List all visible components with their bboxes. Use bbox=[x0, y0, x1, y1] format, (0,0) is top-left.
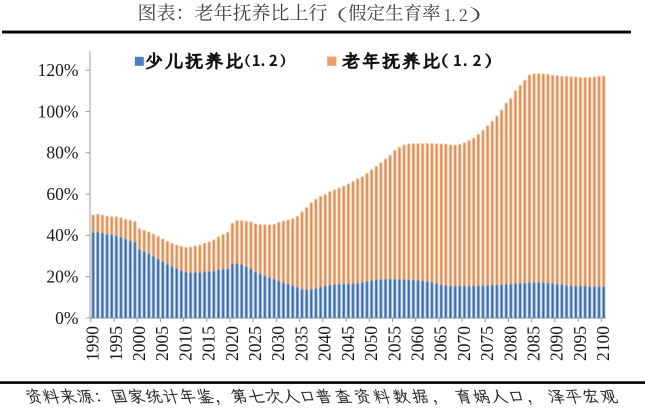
svg-text:2075: 2075 bbox=[477, 326, 497, 361]
svg-text:2060: 2060 bbox=[408, 326, 428, 361]
svg-text:2065: 2065 bbox=[431, 326, 451, 361]
svg-text:2100: 2100 bbox=[593, 326, 613, 361]
svg-text:2025: 2025 bbox=[245, 326, 265, 361]
svg-text:2000: 2000 bbox=[129, 326, 149, 361]
svg-text:2085: 2085 bbox=[524, 326, 544, 361]
svg-text:2040: 2040 bbox=[315, 326, 335, 361]
svg-text:1995: 1995 bbox=[106, 326, 126, 361]
svg-text:2095: 2095 bbox=[570, 326, 590, 361]
svg-text:80%: 80% bbox=[46, 143, 78, 163]
svg-text:2070: 2070 bbox=[454, 326, 474, 361]
svg-text:20%: 20% bbox=[46, 267, 78, 287]
svg-text:1990: 1990 bbox=[83, 326, 103, 361]
svg-text:2045: 2045 bbox=[338, 326, 358, 361]
svg-text:2055: 2055 bbox=[384, 326, 404, 361]
svg-text:2035: 2035 bbox=[291, 326, 311, 361]
svg-text:2050: 2050 bbox=[361, 326, 381, 361]
svg-text:0%: 0% bbox=[55, 308, 78, 328]
svg-text:120%: 120% bbox=[38, 60, 79, 80]
svg-text:40%: 40% bbox=[46, 225, 78, 245]
svg-text:2080: 2080 bbox=[500, 326, 520, 361]
svg-text:2020: 2020 bbox=[222, 326, 242, 361]
svg-text:2010: 2010 bbox=[175, 326, 195, 361]
svg-text:2015: 2015 bbox=[199, 326, 219, 361]
svg-text:100%: 100% bbox=[38, 101, 79, 121]
svg-text:60%: 60% bbox=[46, 184, 78, 204]
svg-text:2030: 2030 bbox=[268, 326, 288, 361]
svg-text:2090: 2090 bbox=[547, 326, 567, 361]
svg-text:2005: 2005 bbox=[152, 326, 172, 361]
